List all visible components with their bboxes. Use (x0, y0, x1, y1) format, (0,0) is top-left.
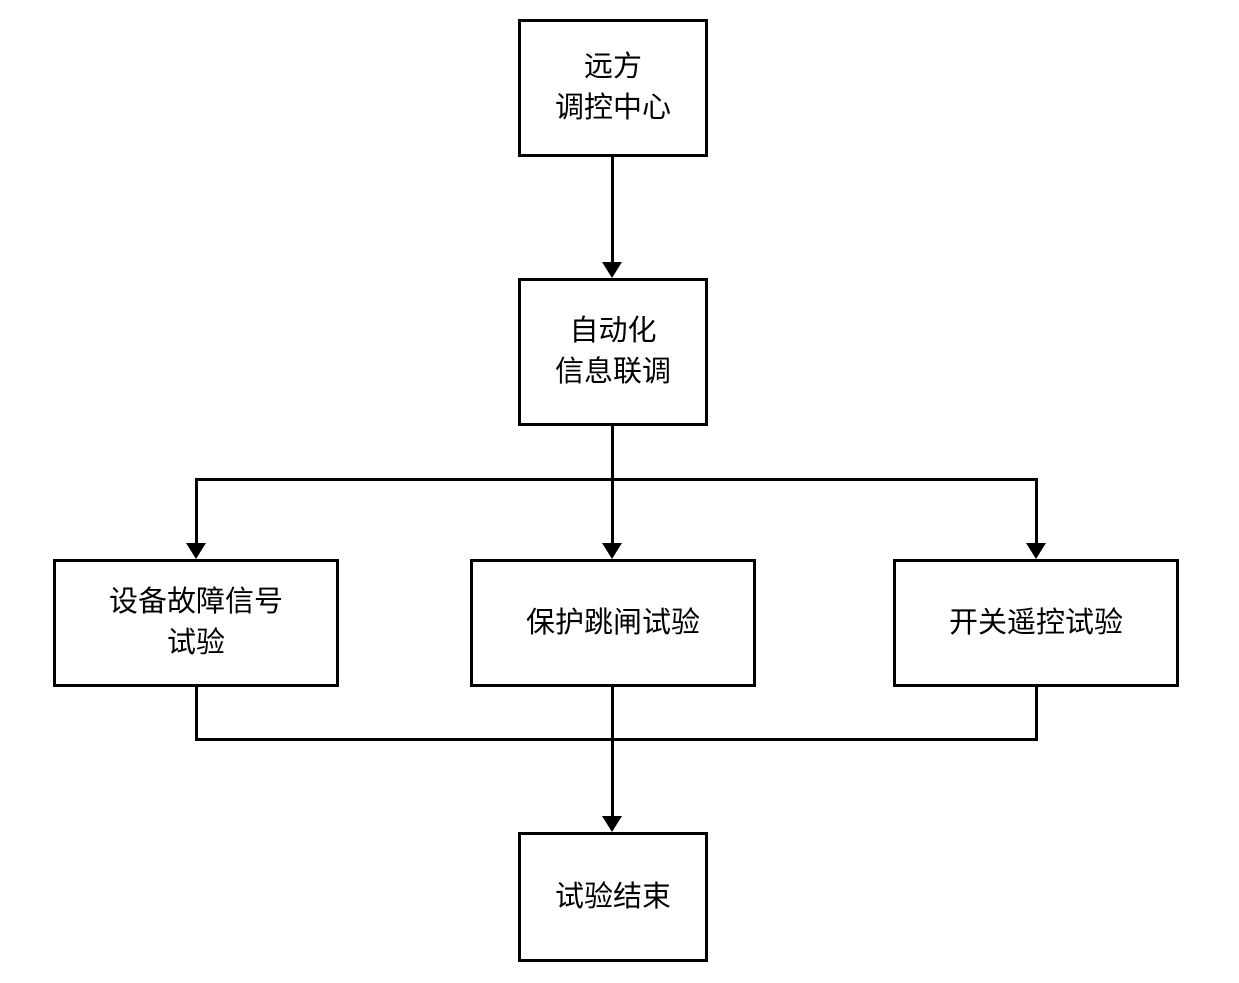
node1-line2: 调控中心 (555, 88, 671, 129)
edge-4-down (611, 687, 614, 741)
arrowhead-2-3 (186, 543, 206, 559)
edge-3-down (195, 687, 198, 741)
node3-line1: 设备故障信号 (109, 582, 283, 623)
arrowhead-2-4 (602, 543, 622, 559)
node3-line2: 试验 (167, 623, 225, 664)
node1-line1: 远方 (584, 47, 642, 88)
node-test-end: 试验结束 (518, 832, 708, 962)
arrowhead-2-5 (1026, 543, 1046, 559)
edge-2-stub (611, 426, 614, 478)
node2-line2: 信息联调 (555, 352, 671, 393)
edge-merge-to-6 (611, 738, 614, 816)
node-automation-info: 自动化 信息联调 (518, 278, 708, 426)
node-equipment-fault-test: 设备故障信号 试验 (53, 559, 339, 687)
edge-merge-horizontal (195, 738, 1038, 741)
node6-line1: 试验结束 (555, 877, 671, 918)
arrowhead-merge-6 (602, 816, 622, 832)
node4-line1: 保护跳闸试验 (526, 603, 700, 644)
edge-5-down (1035, 687, 1038, 741)
node-switch-remote-test: 开关遥控试验 (893, 559, 1179, 687)
node2-line1: 自动化 (569, 311, 656, 352)
node-protection-trip-test: 保护跳闸试验 (470, 559, 756, 687)
arrowhead-1-2 (602, 262, 622, 278)
node-remote-control-center: 远方 调控中心 (518, 19, 708, 157)
edge-2-horizontal (195, 478, 1038, 481)
node5-line1: 开关遥控试验 (949, 603, 1123, 644)
edge-2-3-vertical (195, 478, 198, 543)
edge-2-5-vertical (1035, 478, 1038, 543)
edge-1-2 (611, 157, 614, 262)
flowchart-container: 远方 调控中心 自动化 信息联调 设备故障信号 试验 保护跳闸试验 开关遥控试验 (0, 0, 1239, 983)
edge-2-4-vertical (611, 478, 614, 543)
